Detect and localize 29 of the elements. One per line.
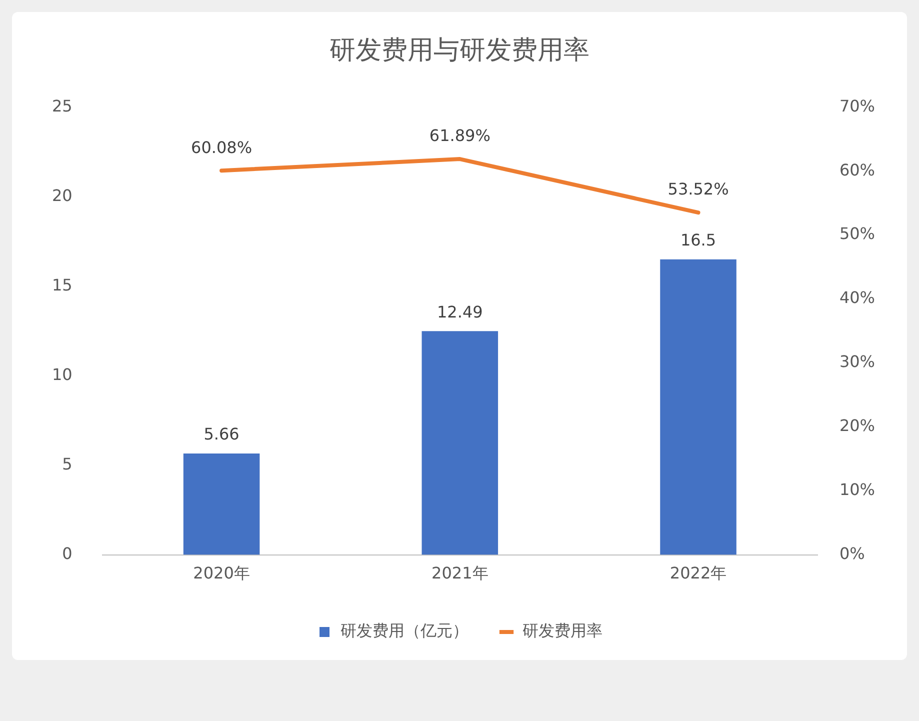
data-label: 53.52% xyxy=(668,180,729,199)
y2-tick-label: 20% xyxy=(839,416,875,436)
y-tick-label: 0 xyxy=(62,544,72,563)
y2-tick-label: 10% xyxy=(839,480,875,500)
y2-tick-label: 70% xyxy=(839,96,875,116)
data-label: 5.66 xyxy=(204,424,240,444)
x-tick-label: 2022年 xyxy=(670,564,727,583)
y-tick-label: 10 xyxy=(52,364,72,384)
bar xyxy=(422,331,498,555)
y-tick-label: 5 xyxy=(62,454,72,474)
x-tick-label: 2021年 xyxy=(432,564,488,583)
y2-tick-label: 60% xyxy=(839,160,875,180)
data-label: 61.89% xyxy=(429,126,490,146)
y2-tick-label: 50% xyxy=(839,224,875,244)
y2-tick-label: 40% xyxy=(839,288,875,308)
data-label: 12.49 xyxy=(436,302,483,322)
legend-label: 研发费用率 xyxy=(522,621,602,640)
bar xyxy=(660,259,736,555)
y-tick-label: 25 xyxy=(52,96,72,116)
y2-tick-label: 30% xyxy=(839,352,875,372)
chart-title: 研发费用与研发费用率 xyxy=(330,35,590,66)
x-tick-label: 2020年 xyxy=(193,564,250,583)
legend-label: 研发费用（亿元） xyxy=(340,621,468,640)
y-tick-label: 20 xyxy=(52,186,72,205)
data-label: 16.5 xyxy=(680,230,716,250)
y-tick-label: 15 xyxy=(52,275,72,294)
data-label: 60.08% xyxy=(191,138,252,157)
y2-tick-label: 0% xyxy=(839,544,865,563)
bar xyxy=(183,453,260,555)
